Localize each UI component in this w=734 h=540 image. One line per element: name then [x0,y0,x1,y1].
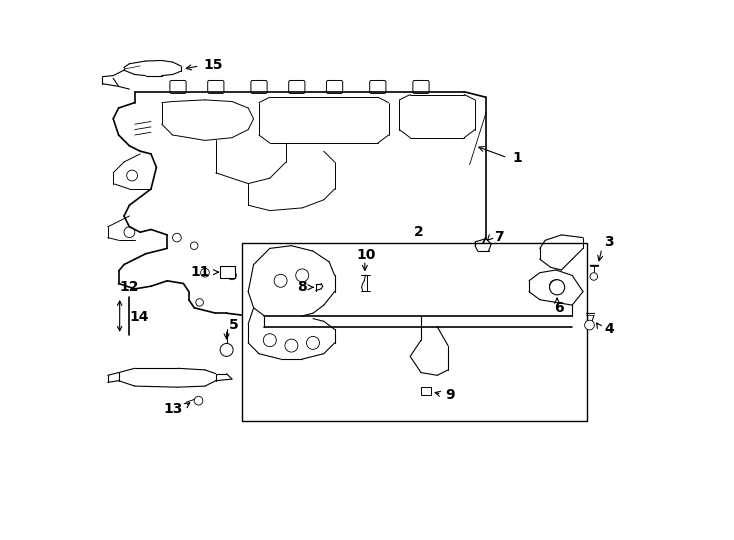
Circle shape [250,274,258,282]
Circle shape [190,242,198,249]
FancyBboxPatch shape [208,80,224,93]
Circle shape [550,280,564,295]
Text: 10: 10 [356,248,376,262]
Text: 13: 13 [163,402,182,416]
Text: 12: 12 [120,280,139,294]
Bar [220,266,235,278]
Text: 5: 5 [229,318,239,332]
Circle shape [590,273,597,280]
Text: 1: 1 [513,151,523,165]
Circle shape [127,170,137,181]
Text: 8: 8 [297,280,307,294]
Circle shape [228,271,236,280]
Circle shape [264,334,276,347]
Text: 7: 7 [494,230,504,244]
Circle shape [285,339,298,352]
Circle shape [200,268,209,277]
Circle shape [584,320,595,330]
Circle shape [220,343,233,356]
Circle shape [172,233,181,242]
Circle shape [124,227,135,238]
Circle shape [296,269,309,282]
Bar [241,243,587,421]
FancyBboxPatch shape [413,80,429,93]
Circle shape [196,299,203,306]
Text: 4: 4 [605,322,614,336]
FancyBboxPatch shape [251,80,267,93]
Text: 11: 11 [191,265,211,279]
Circle shape [550,280,562,293]
Text: 3: 3 [605,235,614,249]
Circle shape [325,288,333,295]
Text: 9: 9 [446,388,455,402]
Bar [421,387,431,395]
Circle shape [195,396,203,405]
FancyBboxPatch shape [170,80,186,93]
Circle shape [307,336,319,349]
FancyBboxPatch shape [327,80,343,93]
Text: 2: 2 [413,225,424,239]
Text: 15: 15 [203,58,223,72]
FancyBboxPatch shape [288,80,305,93]
Text: 6: 6 [554,301,564,315]
FancyBboxPatch shape [370,80,386,93]
Text: 14: 14 [129,310,149,324]
Circle shape [274,274,287,287]
